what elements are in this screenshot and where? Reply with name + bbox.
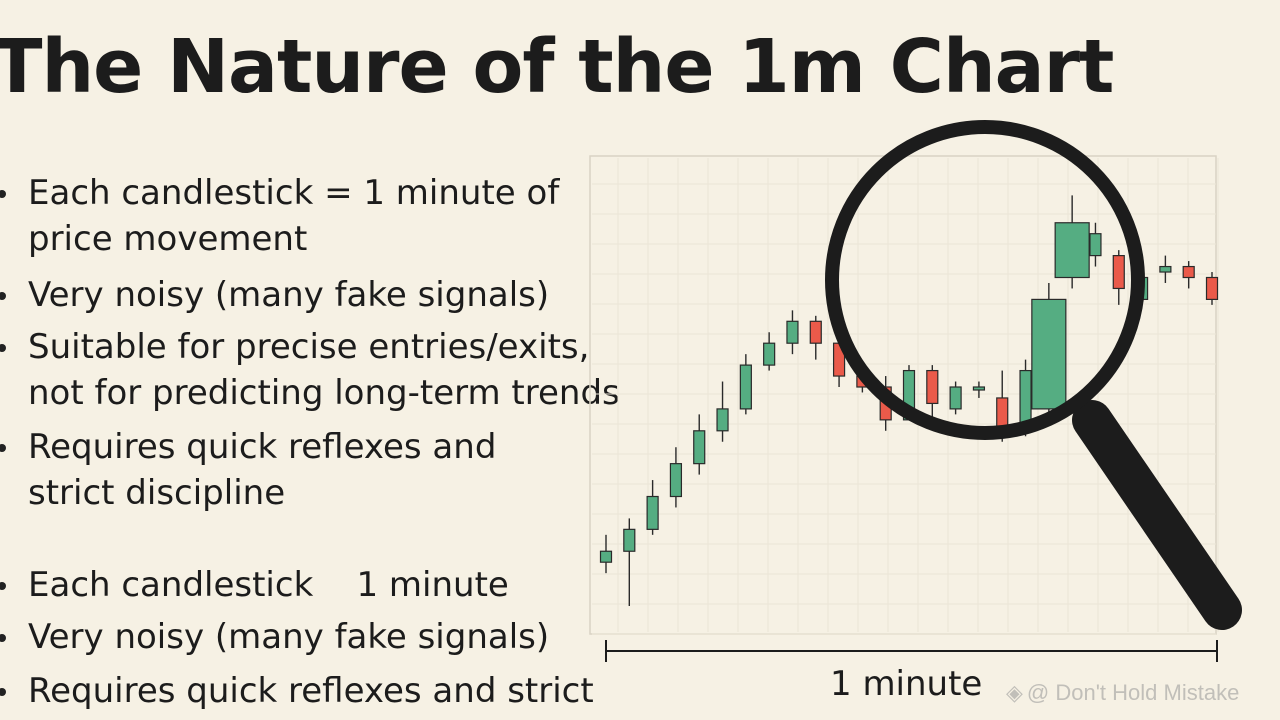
candle-body <box>739 364 752 410</box>
bearish-candle <box>1182 261 1195 289</box>
bullet-dot-icon <box>0 634 6 642</box>
bullish-candle <box>1135 255 1149 305</box>
candle-body <box>996 397 1009 432</box>
bullet-line: price movement <box>28 219 308 259</box>
candlestick-chart <box>588 154 1220 636</box>
candle-body <box>1205 276 1219 300</box>
bullet-line: Requires quick reflexes and <box>28 427 497 467</box>
bullet-line: Very noisy (many fake signals) <box>28 617 550 657</box>
bullish-candle <box>763 332 776 371</box>
bullet-line: Requires quick reflexes and strict <box>28 671 594 711</box>
bullish-candle <box>949 381 962 415</box>
bullet-dot-icon <box>0 190 6 198</box>
candle-body <box>1182 265 1195 279</box>
candle-body <box>1031 298 1067 410</box>
candle-body <box>926 369 939 405</box>
bullet-line: Very noisy (many fake signals) <box>28 275 550 315</box>
candle-body <box>786 320 799 344</box>
bullish-candle <box>739 354 752 415</box>
candle-body <box>623 528 636 552</box>
bullet-dot-icon <box>0 582 6 590</box>
candle-body <box>1089 233 1102 257</box>
bearish-candle <box>1205 272 1219 305</box>
bearish-candle <box>996 370 1009 442</box>
candle-body <box>599 550 613 563</box>
bullish-candle <box>972 381 986 398</box>
bullish-candle <box>1031 282 1067 415</box>
candle-body <box>716 408 729 432</box>
bullet-line: Each candlestick = 1 minute of <box>28 173 560 213</box>
bullish-candle <box>646 480 659 535</box>
diamond-logo-icon: ◈ <box>1006 680 1023 705</box>
candle-body <box>1112 254 1125 290</box>
x-axis-label: 1 minute <box>830 664 983 704</box>
bearish-candle <box>809 315 822 360</box>
bullish-candle <box>716 381 729 442</box>
bullish-candle <box>1019 359 1032 437</box>
candle-body <box>1054 222 1090 279</box>
bullish-candle <box>1089 222 1102 267</box>
candle-body <box>1019 369 1032 432</box>
chart-canvas <box>589 155 1219 635</box>
bearish-candle <box>856 370 869 393</box>
candle-body <box>646 495 659 530</box>
watermark-text: @ Don't Hold Mistake <box>1026 680 1240 705</box>
bearish-candle <box>879 376 892 431</box>
bullish-candle <box>902 365 916 421</box>
bearish-candle <box>926 365 939 420</box>
candle-body <box>856 375 869 388</box>
candle-body <box>763 342 776 366</box>
candle-body <box>902 369 916 421</box>
candle-body <box>809 320 822 344</box>
bullish-candle <box>786 310 799 355</box>
candle-body <box>669 463 683 498</box>
candle-body <box>693 430 706 465</box>
bullet-line: not for predicting long-term trends <box>28 373 620 413</box>
bullet-line: Each candlestick 1 minute <box>28 565 509 605</box>
bullet-dot-icon <box>0 344 6 352</box>
candle-body <box>832 342 846 377</box>
bullish-candle <box>1159 255 1172 283</box>
candle-body <box>972 386 986 391</box>
bearish-candle <box>1112 250 1125 305</box>
bullish-candle <box>1054 195 1090 289</box>
bullet-line: Suitable for precise entries/exits, <box>28 327 590 367</box>
bullish-candle <box>693 414 706 475</box>
bullish-candle <box>623 518 636 606</box>
bullet-line: strict discipline <box>28 473 286 513</box>
bullet-dot-icon <box>0 292 6 300</box>
bullet-dot-icon <box>0 444 6 452</box>
slide-title: The Nature of the 1m Chart <box>0 24 1114 110</box>
bullish-candle <box>599 534 613 574</box>
candle-body <box>1135 276 1149 300</box>
bullet-dot-icon <box>0 688 6 696</box>
bullish-candle <box>669 447 683 508</box>
candle-body <box>949 386 962 410</box>
candle-body <box>879 386 892 421</box>
bearish-candle <box>832 337 846 387</box>
candle-body <box>1159 265 1172 273</box>
watermark: ◈ @ Don't Hold Mistake <box>1006 680 1239 706</box>
